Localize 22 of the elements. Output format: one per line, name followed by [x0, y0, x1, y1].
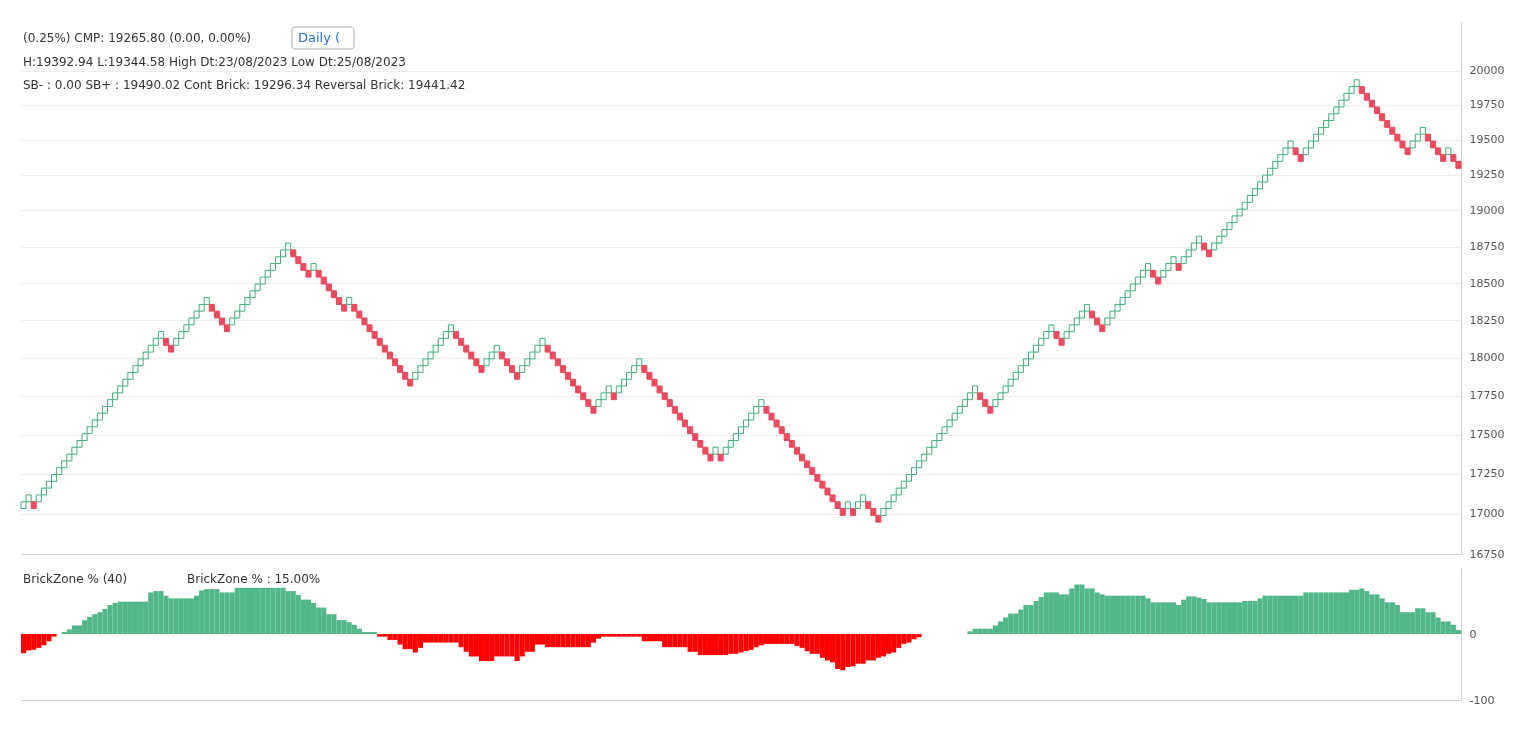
y-tick-label: 0 [1469, 627, 1477, 641]
y-tick-label: 19500 [1469, 133, 1505, 147]
annotation: H:19392.94 L:19344.58 High Dt:23/08/2023 Low Dt:25/08/2023 [23, 55, 406, 69]
y-tick-label: 17500 [1469, 428, 1505, 442]
y-tick-label: -100 [1469, 693, 1495, 707]
y-tick-label: 18000 [1469, 351, 1505, 365]
y-tick-label: 19750 [1469, 98, 1505, 112]
y-tick-label: 19250 [1469, 168, 1505, 182]
y-tick-label: 17750 [1469, 389, 1505, 403]
y-tick-label: 16750 [1469, 547, 1505, 561]
y-tick-label: 18500 [1469, 276, 1505, 290]
y-tick-label: 18250 [1469, 313, 1505, 327]
annotation: Daily ( [298, 30, 341, 45]
y-tick-label: 17250 [1469, 467, 1505, 481]
y-tick-label: 19000 [1469, 203, 1505, 217]
y-tick-label: 17000 [1469, 507, 1505, 521]
y-tick-label: 20000 [1469, 64, 1505, 78]
annotation: SB- : 0.00 SB+ : 19490.02 Cont Brick: 19296.34 Reversal Brick: 19441.42 [23, 78, 466, 92]
annotation: BrickZone % : 15.00% [187, 572, 321, 586]
annotation: (0.25%) CMP: 19265.80 (0.00, 0.00%) [23, 31, 252, 45]
chart-title: BrickZone % (40) [23, 572, 128, 586]
y-tick-label: 18750 [1469, 240, 1505, 254]
